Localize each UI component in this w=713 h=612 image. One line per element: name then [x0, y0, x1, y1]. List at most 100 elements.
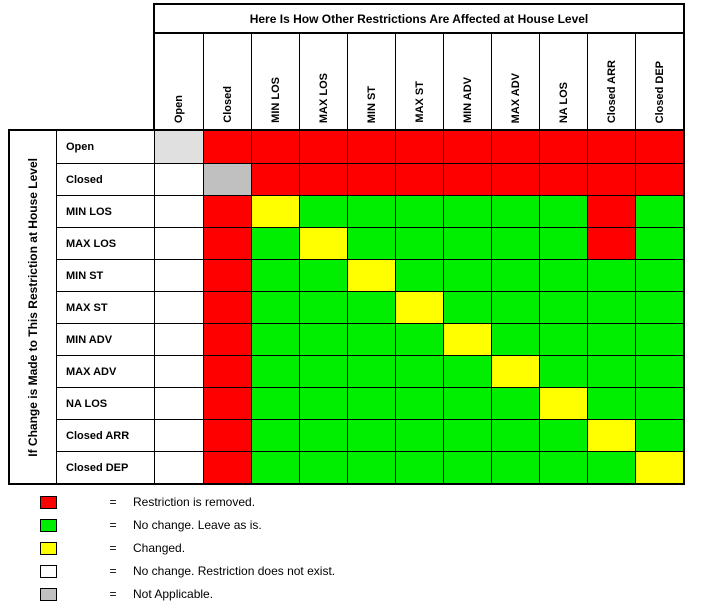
col-header-closed-dep: Closed DEP: [635, 34, 683, 129]
matrix-body: If Change is Made to This Restriction at…: [8, 129, 685, 485]
col-header-label: MIN ADV: [461, 76, 474, 123]
cell-min-los-closed: [203, 195, 251, 227]
cell-max-los-min-st: [347, 227, 395, 259]
cell-max-los-closed-arr: [587, 227, 635, 259]
legend-equals-sign: =: [109, 495, 117, 509]
cell-max-adv-min-st: [347, 355, 395, 387]
col-header-na-los: NA LOS: [539, 34, 587, 129]
cell-na-los-closed: [203, 387, 251, 419]
col-header-max-adv: MAX ADV: [491, 34, 539, 129]
cell-min-adv-max-los: [299, 323, 347, 355]
cell-max-st-max-st: [395, 291, 443, 323]
cell-max-los-closed-dep: [635, 227, 683, 259]
cell-max-st-closed-dep: [635, 291, 683, 323]
cell-max-los-na-los: [539, 227, 587, 259]
cell-max-adv-min-los: [251, 355, 299, 387]
cell-closed-dep-closed-dep: [635, 451, 683, 483]
cell-closed-closed-dep: [635, 163, 683, 195]
legend-swatch-not-exist: [40, 565, 57, 578]
cell-closed-closed-arr: [587, 163, 635, 195]
cell-min-st-max-los: [299, 259, 347, 291]
cell-na-los-min-adv: [443, 387, 491, 419]
legend-swatch-no-change: [40, 519, 57, 532]
cell-min-adv-closed: [203, 323, 251, 355]
cell-max-los-max-adv: [491, 227, 539, 259]
cell-max-st-open: [155, 291, 203, 323]
cell-na-los-max-st: [395, 387, 443, 419]
cell-closed-arr-closed-arr: [587, 419, 635, 451]
cell-na-los-max-adv: [491, 387, 539, 419]
row-label-min-los: MIN LOS: [57, 195, 155, 227]
col-header-label: Open: [173, 94, 185, 123]
cell-min-los-na-los: [539, 195, 587, 227]
col-header-min-adv: MIN ADV: [443, 34, 491, 129]
cell-max-adv-closed-arr: [587, 355, 635, 387]
cell-min-adv-open: [155, 323, 203, 355]
legend-label-no-change: No change. Leave as is.: [133, 518, 262, 532]
cell-closed-arr-min-adv: [443, 419, 491, 451]
cell-closed-closed: [203, 163, 251, 195]
legend-label-not-exist: No change. Restriction does not exist.: [133, 564, 336, 578]
cell-max-st-max-adv: [491, 291, 539, 323]
cell-max-st-na-los: [539, 291, 587, 323]
cell-closed-dep-max-los: [299, 451, 347, 483]
cell-min-los-closed-dep: [635, 195, 683, 227]
cell-closed-max-los: [299, 163, 347, 195]
cell-closed-dep-max-adv: [491, 451, 539, 483]
cell-closed-arr-min-los: [251, 419, 299, 451]
cell-max-los-min-los: [251, 227, 299, 259]
col-header-label: NA LOS: [557, 81, 570, 123]
legend: = Restriction is removed. = No change. Leav…: [0, 493, 713, 612]
cell-min-st-min-adv: [443, 259, 491, 291]
cell-min-adv-closed-arr: [587, 323, 635, 355]
cell-closed-arr-max-st: [395, 419, 443, 451]
cell-min-st-closed-dep: [635, 259, 683, 291]
cell-max-los-min-adv: [443, 227, 491, 259]
cell-closed-dep-closed: [203, 451, 251, 483]
cell-open-closed-dep: [635, 131, 683, 163]
cell-min-st-open: [155, 259, 203, 291]
legend-swatch-changed: [40, 542, 57, 555]
cell-max-adv-open: [155, 355, 203, 387]
cell-closed-min-los: [251, 163, 299, 195]
legend-label-changed: Changed.: [133, 541, 186, 555]
legend-swatch-removed: [40, 496, 57, 509]
cell-max-adv-min-adv: [443, 355, 491, 387]
col-header-label: MAX LOS: [317, 72, 330, 123]
cell-open-open: [155, 131, 203, 163]
legend-item-changed: = Changed.: [0, 539, 713, 561]
row-axis-title-text: If Change is Made to This Restriction at…: [26, 157, 40, 457]
cell-na-los-min-st: [347, 387, 395, 419]
cell-min-st-min-los: [251, 259, 299, 291]
cell-min-st-min-st: [347, 259, 395, 291]
cell-max-adv-na-los: [539, 355, 587, 387]
cell-na-los-min-los: [251, 387, 299, 419]
cell-max-adv-max-adv: [491, 355, 539, 387]
cell-max-adv-closed: [203, 355, 251, 387]
row-label-max-los: MAX LOS: [57, 227, 155, 259]
row-label-closed: Closed: [57, 163, 155, 195]
legend-item-not-exist: = No change. Restriction does not exist.: [0, 562, 713, 584]
cell-max-los-open: [155, 227, 203, 259]
col-header-max-los: MAX LOS: [299, 34, 347, 129]
col-header-max-st: MAX ST: [395, 34, 443, 129]
cell-max-adv-max-st: [395, 355, 443, 387]
cell-closed-arr-closed: [203, 419, 251, 451]
cell-closed-arr-max-los: [299, 419, 347, 451]
cell-open-closed: [203, 131, 251, 163]
row-label-max-st: MAX ST: [57, 291, 155, 323]
row-label-min-st: MIN ST: [57, 259, 155, 291]
cell-min-los-open: [155, 195, 203, 227]
cell-min-adv-min-st: [347, 323, 395, 355]
cell-open-min-st: [347, 131, 395, 163]
cell-max-st-min-adv: [443, 291, 491, 323]
cell-min-los-min-st: [347, 195, 395, 227]
cell-min-st-na-los: [539, 259, 587, 291]
cell-max-adv-closed-dep: [635, 355, 683, 387]
cell-max-los-max-st: [395, 227, 443, 259]
cell-na-los-max-los: [299, 387, 347, 419]
col-header-label: MAX ADV: [509, 72, 522, 123]
column-headers: Open Closed MIN LOS MAX LOS MIN ST MAX ST MIN …: [153, 32, 685, 131]
cell-closed-dep-min-st: [347, 451, 395, 483]
